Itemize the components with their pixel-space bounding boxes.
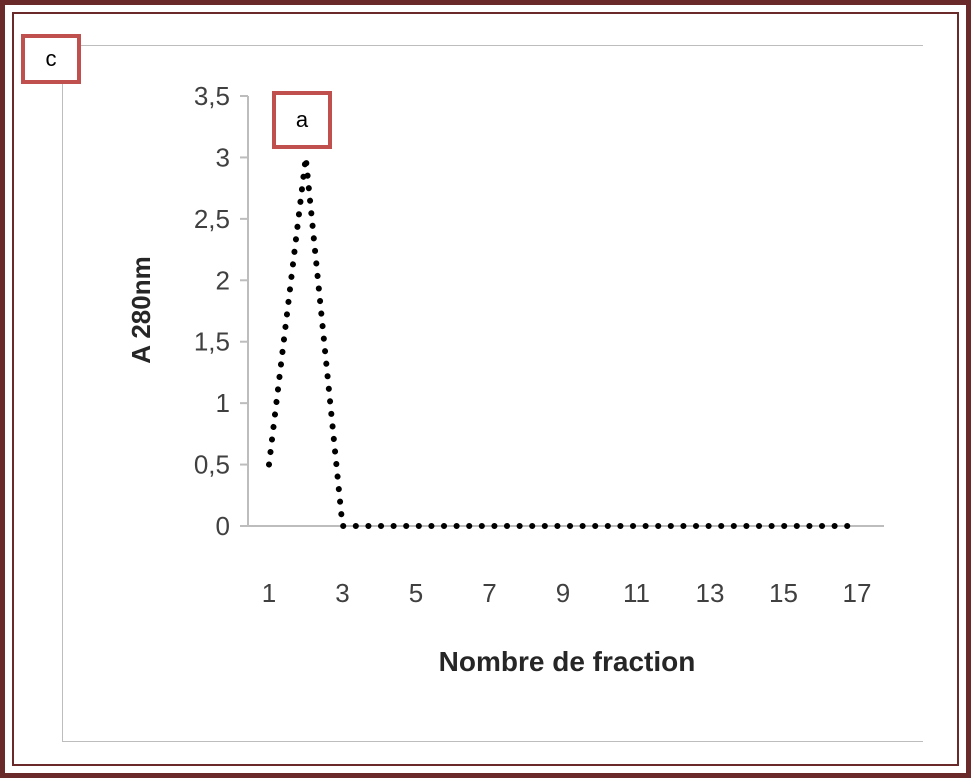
inner-frame — [12, 12, 959, 766]
y-tick-label: 1 — [216, 388, 230, 418]
peak-label: a — [295, 107, 309, 132]
chart-area-border — [62, 45, 923, 742]
y-tick-label: 2,5 — [194, 204, 230, 234]
x-tick-label: 5 — [409, 578, 423, 608]
x-tick-label: 3 — [335, 578, 349, 608]
y-tick-label: 0,5 — [194, 450, 230, 480]
series-line-0 — [266, 154, 860, 529]
x-axis: 1 3 5 7 9 11 13 15 17 — [248, 525, 884, 608]
x-tick-label: 9 — [556, 578, 570, 608]
panel-label-tag: c — [21, 34, 81, 84]
x-tick-label: 17 — [843, 578, 872, 608]
y-tick-label: 3 — [216, 142, 230, 172]
x-tick-label: 7 — [482, 578, 496, 608]
y-axis: 0 0,5 1 1,5 2 2,5 3 3,5 — [194, 81, 249, 541]
x-tick-label: 1 — [262, 578, 276, 608]
x-tick-label: 11 — [623, 578, 650, 608]
peak-label-tag: a — [272, 91, 332, 149]
x-axis-label: Nombre de fraction — [439, 646, 696, 677]
y-tick-label: 3,5 — [194, 81, 230, 111]
panel-label: c — [45, 46, 57, 71]
y-tick-label: 1,5 — [194, 327, 230, 357]
series-group — [266, 154, 860, 529]
y-tick-label: 2 — [216, 265, 230, 295]
y-tick-label: 0 — [216, 511, 230, 541]
x-tick-label: 13 — [696, 578, 725, 608]
y-axis-label: A 280nm — [126, 256, 156, 363]
x-tick-label: 15 — [769, 578, 798, 608]
